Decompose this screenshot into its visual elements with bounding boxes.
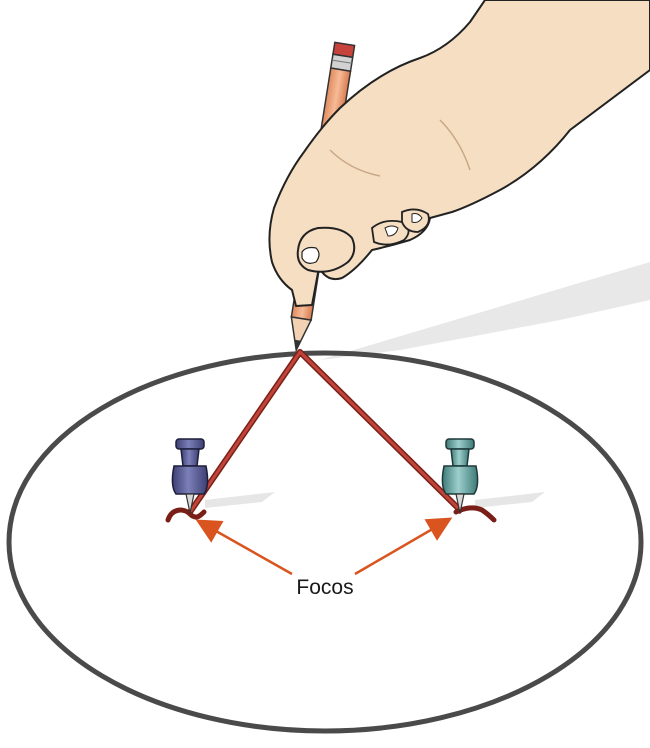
foci-label: Focos <box>296 576 354 599</box>
push-pin-right-icon <box>441 438 479 514</box>
ellipse-outline <box>6 350 644 734</box>
hand-icon <box>268 0 650 307</box>
string-loop-right <box>453 505 497 523</box>
string-loop-left <box>165 507 207 523</box>
arrow-to-left-focus <box>195 519 293 576</box>
push-pin-left-icon <box>171 438 209 514</box>
arrow-to-right-focus <box>354 517 453 576</box>
hand-shadow <box>320 262 650 360</box>
pin-shadow-left <box>205 492 275 508</box>
pin-shadow-right <box>475 492 545 508</box>
